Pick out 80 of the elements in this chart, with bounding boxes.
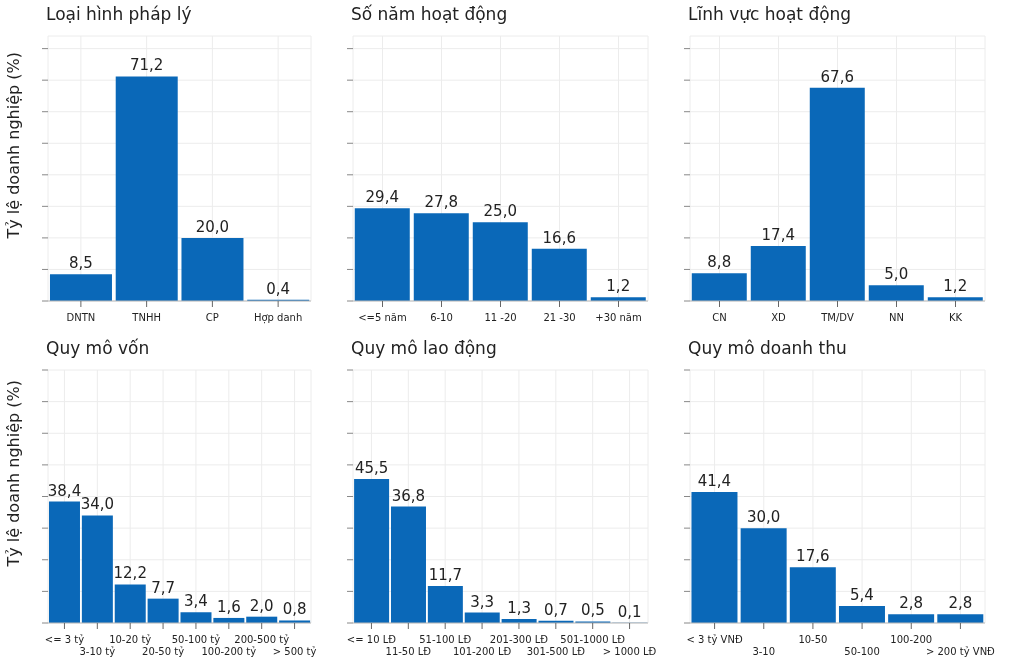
- x-tick-label: 11 -20: [484, 312, 517, 323]
- x-tick-label: 101-200 LĐ: [452, 645, 512, 657]
- x-tick-label: 100-200 tỷ: [201, 645, 257, 657]
- data-label: 17,4: [761, 226, 795, 245]
- data-label: 27,8: [424, 193, 458, 212]
- data-label: 0,1: [617, 602, 642, 621]
- x-tick-label: 201-300 LĐ: [489, 633, 549, 645]
- data-label: 0,7: [544, 600, 568, 619]
- x-tick-label: <=5 năm: [358, 312, 407, 323]
- x-tick-label: 6-10: [430, 312, 453, 323]
- data-label: 2,8: [899, 593, 924, 612]
- data-label: 1,2: [606, 277, 631, 296]
- x-tick-label: 100-200: [890, 633, 933, 645]
- data-label: 3,3: [470, 592, 495, 611]
- x-tick-label: <= 3 tỷ: [44, 633, 85, 645]
- x-tick-label: > 500 tỷ: [272, 645, 317, 657]
- x-tick-label: TNHH: [131, 312, 161, 323]
- data-label: 20,0: [195, 217, 230, 236]
- data-label: 5,0: [884, 265, 909, 284]
- data-label: 1,3: [507, 598, 532, 617]
- x-tick-label: 3-10 tỷ: [79, 645, 116, 657]
- x-tick-label: CP: [205, 312, 219, 323]
- x-tick-label: > 200 tỷ VNĐ: [925, 645, 996, 657]
- x-tick-label: 200-500 tỷ: [234, 633, 290, 645]
- chart-title: Lĩnh vực hoạt động: [688, 4, 852, 24]
- chart-title: Số năm hoạt động: [351, 4, 508, 24]
- chart-title: Quy mô vốn: [46, 337, 150, 358]
- x-tick-label: < 3 tỷ VNĐ: [686, 633, 743, 645]
- data-label: 16,6: [542, 228, 576, 247]
- data-label: 38,4: [47, 481, 82, 500]
- x-tick-label: 10-20 tỷ: [109, 633, 152, 645]
- x-tick-label: KK: [948, 312, 963, 323]
- data-label: 0,8: [282, 599, 307, 618]
- x-tick-label: NN: [889, 312, 904, 323]
- x-tick-label: +30 năm: [595, 312, 642, 323]
- data-label: 3,4: [184, 591, 208, 610]
- x-tick-label: 50-100: [844, 645, 880, 657]
- data-label: 1,6: [216, 597, 241, 616]
- data-label: 0,4: [266, 279, 291, 298]
- x-tick-label: 11-50 LĐ: [385, 645, 432, 657]
- data-label: 0,5: [580, 600, 605, 619]
- x-tick-label: Hợp danh: [253, 312, 303, 324]
- y-axis-title: Tỷ lệ doanh nghiệp (%): [3, 52, 23, 240]
- x-tick-label: <= 10 LĐ: [346, 633, 397, 645]
- y-axis-title: Tỷ lệ doanh nghiệp (%): [3, 379, 23, 567]
- x-tick-label: 501-1000 LĐ: [560, 633, 626, 645]
- x-tick-label: 50-100 tỷ: [171, 633, 221, 645]
- data-label: 67,6: [820, 67, 854, 86]
- data-label: 2,0: [249, 596, 274, 615]
- data-label: 34,0: [80, 494, 115, 513]
- data-label: 17,6: [796, 546, 830, 565]
- data-label: 36,8: [391, 486, 426, 505]
- data-label: 30,0: [746, 507, 781, 526]
- chart-title: Loại hình pháp lý: [46, 4, 192, 24]
- data-label: 1,2: [943, 277, 968, 296]
- x-tick-label: 20-50 tỷ: [142, 645, 185, 657]
- x-tick-label: 3-10: [752, 645, 776, 657]
- x-tick-label: TM/DV: [820, 312, 854, 323]
- data-label: 29,4: [365, 188, 399, 207]
- x-tick-label: 51-100 LĐ: [419, 633, 472, 645]
- data-label: 41,4: [697, 471, 732, 490]
- x-tick-label: CN: [712, 312, 727, 323]
- data-label: 11,7: [428, 565, 463, 584]
- data-label: 2,8: [948, 593, 973, 612]
- data-label: 71,2: [130, 56, 164, 75]
- data-label: 45,5: [354, 458, 389, 477]
- chart-title: Quy mô doanh thu: [688, 337, 847, 358]
- data-label: 8,8: [707, 253, 732, 272]
- x-tick-label: 10-50: [798, 633, 828, 645]
- x-tick-label: 21 -30: [543, 312, 576, 323]
- chart-title: Quy mô lao động: [351, 337, 497, 358]
- data-label: 12,2: [113, 563, 147, 582]
- x-tick-label: XD: [771, 312, 787, 323]
- data-label: 5,4: [850, 585, 874, 604]
- x-tick-label: > 1000 LĐ: [602, 645, 657, 657]
- x-tick-label: DNTN: [66, 312, 96, 323]
- data-label: 25,0: [483, 202, 517, 221]
- data-label: 8,5: [69, 254, 93, 273]
- data-label: 7,7: [151, 578, 176, 597]
- x-tick-label: 301-500 LĐ: [526, 645, 586, 657]
